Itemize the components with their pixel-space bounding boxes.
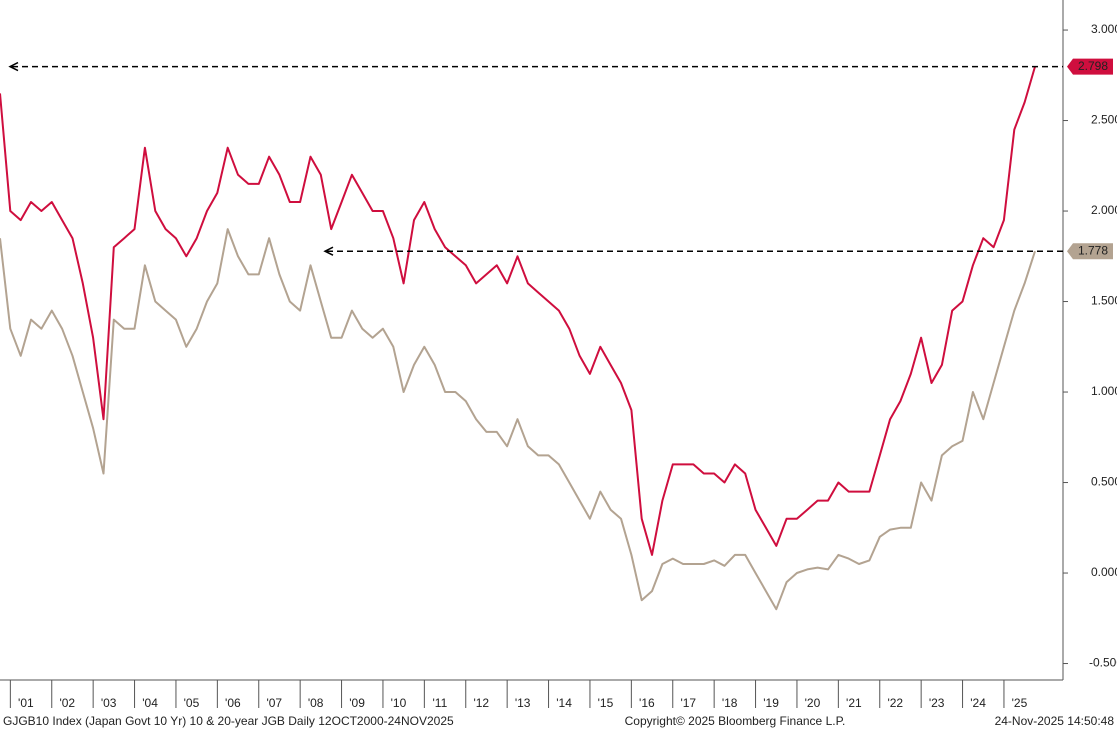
value-label: 2.798 xyxy=(1078,59,1108,73)
x-tick-label: '05 xyxy=(184,696,200,710)
footer-source: GJGB10 Index (Japan Govt 10 Yr) 10 & 20-… xyxy=(3,714,454,728)
y-tick-label: 0.000 xyxy=(1091,565,1117,579)
x-tick-label: '17 xyxy=(680,696,696,710)
x-tick-label: '20 xyxy=(805,696,821,710)
x-tick-label: '19 xyxy=(763,696,779,710)
x-tick-label: '18 xyxy=(722,696,738,710)
y-tick-label: 1.000 xyxy=(1091,384,1117,398)
x-tick-label: '02 xyxy=(59,696,75,710)
footer-timestamp: 24-Nov-2025 14:50:48 xyxy=(995,714,1115,728)
x-tick-label: '07 xyxy=(266,696,282,710)
x-tick-label: '15 xyxy=(598,696,614,710)
x-tick-label: '04 xyxy=(142,696,158,710)
reference-arrow xyxy=(8,61,19,72)
x-tick-label: '21 xyxy=(846,696,862,710)
line-series xyxy=(0,66,1036,556)
x-tick-label: '25 xyxy=(1012,696,1028,710)
y-tick-label: 1.500 xyxy=(1091,294,1117,308)
x-tick-label: '03 xyxy=(101,696,117,710)
value-label: 1.778 xyxy=(1078,243,1108,257)
x-tick-label: '16 xyxy=(639,696,655,710)
footer-copyright: Copyright© 2025 Bloomberg Finance L.P. xyxy=(625,714,846,728)
x-tick-label: '01 xyxy=(18,696,34,710)
value-badge xyxy=(1067,243,1113,260)
x-tick-label: '10 xyxy=(391,696,407,710)
y-tick-label: 0.500 xyxy=(1091,475,1117,489)
y-tick-label: -0.500 xyxy=(1089,656,1117,670)
x-tick-label: '06 xyxy=(225,696,241,710)
value-badge xyxy=(1067,58,1113,75)
y-tick-label: 3.000 xyxy=(1091,22,1117,36)
x-tick-label: '14 xyxy=(556,696,572,710)
x-tick-label: '22 xyxy=(887,696,903,710)
x-tick-label: '08 xyxy=(308,696,324,710)
x-tick-label: '11 xyxy=(433,696,448,710)
x-tick-label: '23 xyxy=(929,696,945,710)
reference-arrow xyxy=(323,246,334,256)
x-tick-label: '09 xyxy=(349,696,365,710)
y-tick-label: 2.000 xyxy=(1091,203,1117,217)
y-tick-label: 2.500 xyxy=(1091,113,1117,127)
x-tick-label: '24 xyxy=(970,696,986,710)
x-tick-label: '13 xyxy=(515,696,531,710)
line-series xyxy=(0,228,1036,611)
x-tick-label: '12 xyxy=(473,696,489,710)
